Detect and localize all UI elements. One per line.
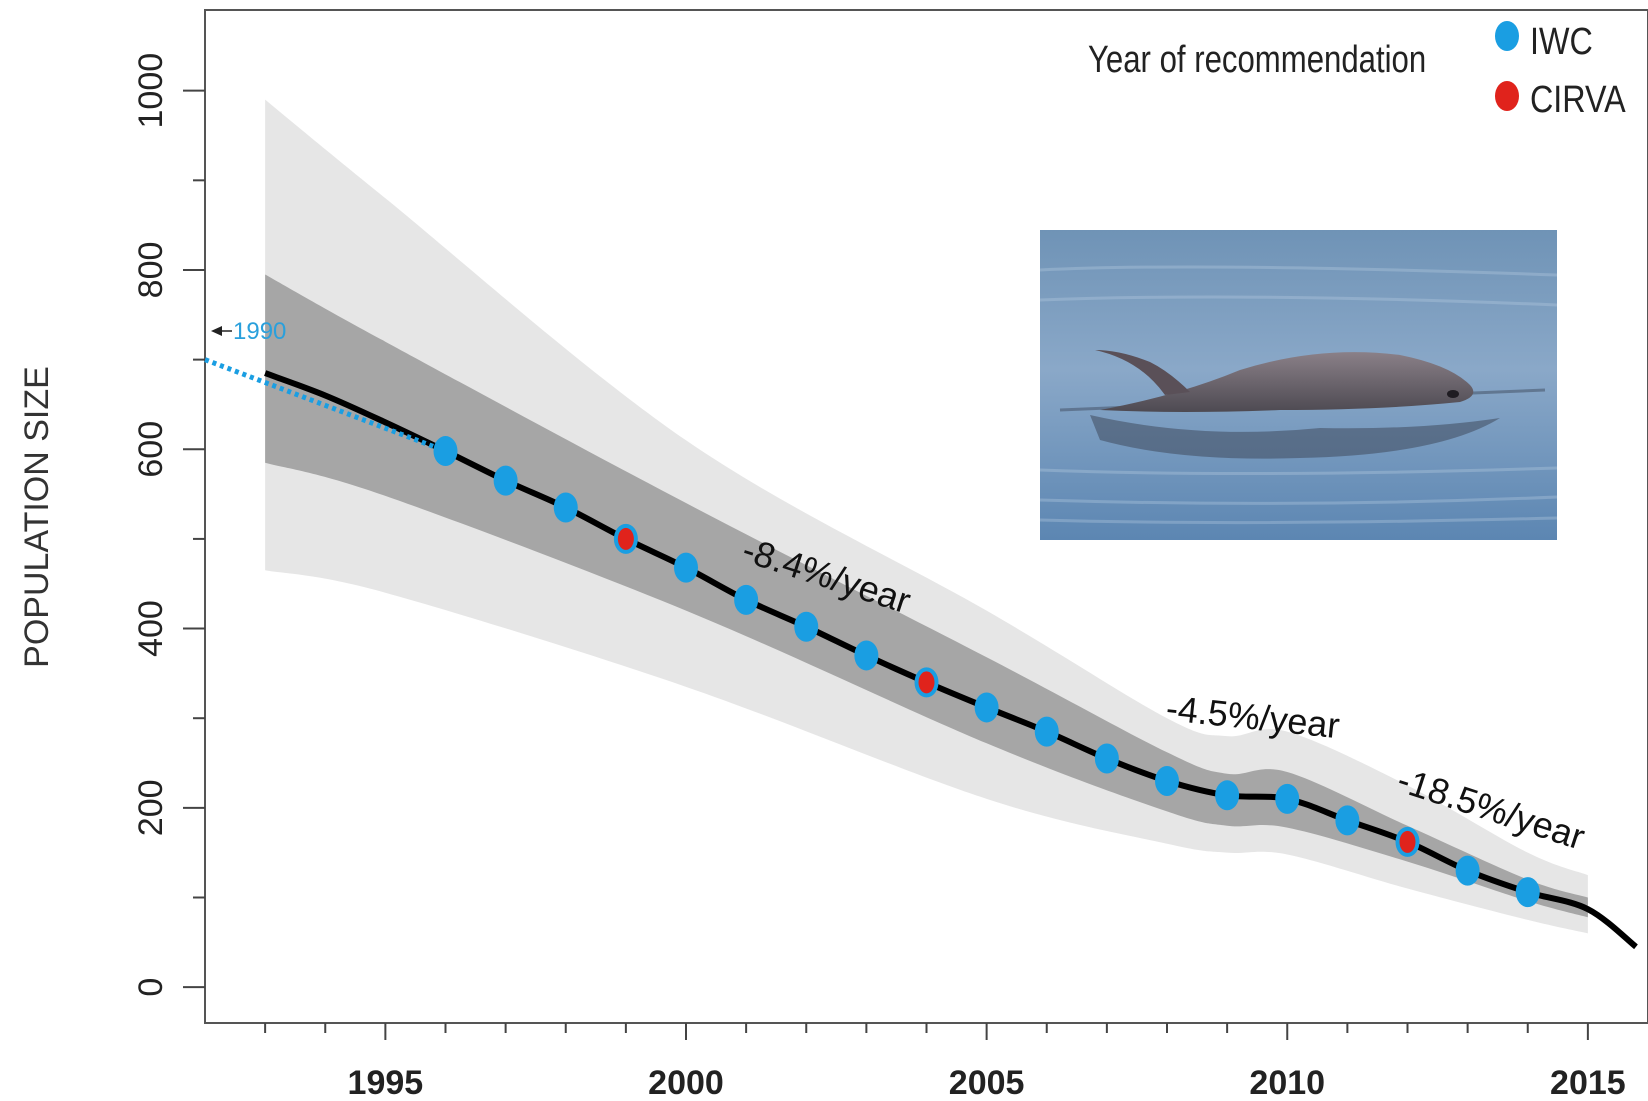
iwc-point [794,611,819,642]
y-tick-label: 800 [132,242,170,299]
x-tick-label: 1995 [348,1064,424,1101]
confidence-bands [265,99,1588,934]
y-axis-label: POPULATION SIZE [18,366,56,668]
iwc-point [493,465,518,496]
iwc-point [1335,805,1360,836]
y-tick-label: 400 [132,600,170,657]
cirva-point [617,527,634,550]
y-tick-label: 600 [132,421,170,478]
iwc-point [553,492,578,523]
iwc-point [1034,716,1059,747]
iwc-point [974,692,999,723]
legend-label-iwc: IWC [1530,21,1593,63]
inner-confidence-band [265,274,1588,918]
iwc-point [433,436,458,467]
legend: Year of recommendation IWC CIRVA [1088,21,1626,121]
iwc-point [1215,780,1240,811]
y-tick-label: 0 [132,978,170,997]
vaquita-porpoise-photo [1039,230,1558,540]
axes: 0 200 400 600 800 1000 1995 2000 2005 2010 2015 [132,53,1626,1101]
iwc-point [1515,877,1540,908]
iwc-point [1094,743,1119,774]
iwc-point [854,640,879,671]
dotted-projection-line [204,357,447,454]
iwc-point [1275,783,1300,814]
iwc-point [674,552,698,583]
x-tick-label: 2010 [1249,1064,1325,1101]
x-tick-label: 2000 [648,1064,724,1101]
cirva-point [918,671,935,694]
iwc-point [734,584,759,615]
cirva-point [1399,830,1416,853]
y-tick-label: 1000 [132,53,170,129]
annotation-1990: 1990 [211,318,286,345]
y-tick-label: 200 [132,779,170,836]
annotation-1990-label: 1990 [233,318,286,345]
legend-label-cirva: CIRVA [1530,79,1626,121]
legend-marker-iwc [1495,21,1519,51]
data-points [433,436,1540,908]
legend-marker-cirva [1495,81,1519,111]
legend-title: Year of recommendation [1088,39,1426,81]
x-tick-label: 2005 [949,1064,1025,1101]
iwc-point [1455,855,1480,886]
x-tick-label: 2015 [1550,1064,1626,1101]
iwc-point [1155,765,1179,796]
